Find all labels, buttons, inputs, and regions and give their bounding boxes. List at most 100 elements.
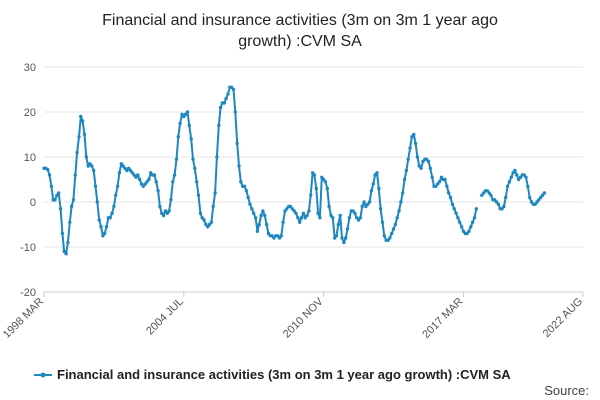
data-point[interactable] bbox=[459, 225, 464, 229]
data-point[interactable] bbox=[496, 202, 501, 206]
data-point[interactable] bbox=[158, 204, 162, 209]
data-point[interactable] bbox=[252, 211, 256, 215]
data-point[interactable] bbox=[217, 123, 221, 128]
data-point[interactable] bbox=[542, 191, 547, 195]
data-point[interactable] bbox=[163, 209, 168, 213]
data-point[interactable] bbox=[340, 236, 344, 240]
data-point[interactable] bbox=[415, 155, 420, 159]
data-point[interactable] bbox=[393, 222, 398, 227]
data-point[interactable] bbox=[426, 159, 431, 164]
data-point[interactable] bbox=[375, 171, 379, 175]
data-point[interactable] bbox=[461, 229, 466, 233]
data-point[interactable] bbox=[378, 207, 383, 211]
data-point[interactable] bbox=[229, 85, 234, 90]
data-point[interactable] bbox=[189, 137, 193, 141]
data-point[interactable] bbox=[79, 114, 83, 119]
data-point[interactable] bbox=[152, 173, 157, 177]
data-point[interactable] bbox=[279, 234, 283, 238]
data-point[interactable] bbox=[246, 195, 250, 200]
data-point[interactable] bbox=[57, 191, 61, 195]
data-point[interactable] bbox=[509, 175, 513, 179]
data-point[interactable] bbox=[114, 193, 118, 197]
data-point[interactable] bbox=[529, 200, 534, 204]
data-point[interactable] bbox=[160, 211, 164, 215]
data-point[interactable] bbox=[141, 184, 145, 188]
data-point[interactable] bbox=[395, 216, 399, 220]
data-point[interactable] bbox=[99, 225, 103, 229]
data-point[interactable] bbox=[504, 195, 508, 200]
data-point[interactable] bbox=[169, 198, 173, 202]
data-point[interactable] bbox=[402, 177, 407, 182]
data-point[interactable] bbox=[434, 184, 438, 188]
data-point[interactable] bbox=[123, 166, 127, 170]
data-point[interactable] bbox=[437, 180, 442, 184]
data-point[interactable] bbox=[261, 209, 265, 213]
data-point[interactable] bbox=[60, 231, 65, 236]
data-point[interactable] bbox=[161, 213, 166, 218]
data-point[interactable] bbox=[353, 211, 357, 215]
data-point[interactable] bbox=[360, 204, 364, 209]
data-point[interactable] bbox=[126, 166, 131, 170]
data-point[interactable] bbox=[198, 211, 203, 215]
data-point[interactable] bbox=[515, 173, 519, 177]
data-point[interactable] bbox=[494, 200, 499, 204]
data-point[interactable] bbox=[334, 234, 339, 238]
data-point[interactable] bbox=[253, 216, 258, 220]
data-point[interactable] bbox=[456, 216, 460, 220]
data-point[interactable] bbox=[47, 173, 52, 177]
data-point[interactable] bbox=[502, 204, 506, 209]
data-point[interactable] bbox=[288, 204, 293, 209]
data-point[interactable] bbox=[46, 167, 50, 172]
data-point[interactable] bbox=[285, 207, 289, 211]
data-point[interactable] bbox=[325, 186, 329, 191]
data-point[interactable] bbox=[342, 240, 346, 245]
data-point[interactable] bbox=[377, 186, 381, 191]
data-point[interactable] bbox=[97, 218, 101, 222]
data-point[interactable] bbox=[218, 105, 223, 110]
data-point[interactable] bbox=[528, 195, 532, 200]
data-point[interactable] bbox=[386, 238, 390, 242]
data-point[interactable] bbox=[537, 198, 541, 202]
data-point[interactable] bbox=[391, 227, 396, 231]
data-point[interactable] bbox=[64, 252, 68, 256]
data-point[interactable] bbox=[209, 220, 214, 224]
data-point[interactable] bbox=[117, 171, 122, 175]
data-point[interactable] bbox=[445, 184, 449, 188]
data-point[interactable] bbox=[248, 202, 252, 206]
data-point[interactable] bbox=[452, 207, 456, 211]
data-point[interactable] bbox=[443, 177, 447, 182]
data-point[interactable] bbox=[171, 180, 175, 184]
data-point[interactable] bbox=[71, 198, 76, 202]
data-point[interactable] bbox=[316, 211, 320, 215]
data-point[interactable] bbox=[121, 164, 125, 168]
data-point[interactable] bbox=[73, 173, 78, 177]
data-point[interactable] bbox=[366, 202, 370, 206]
data-point[interactable] bbox=[242, 184, 247, 188]
data-point[interactable] bbox=[138, 177, 142, 182]
data-point[interactable] bbox=[399, 200, 403, 204]
data-point[interactable] bbox=[49, 184, 54, 188]
data-point[interactable] bbox=[480, 193, 484, 197]
data-point[interactable] bbox=[103, 231, 107, 236]
data-point[interactable] bbox=[75, 150, 79, 155]
data-point[interactable] bbox=[77, 135, 81, 139]
data-point[interactable] bbox=[237, 164, 241, 168]
data-point[interactable] bbox=[250, 207, 254, 211]
data-point[interactable] bbox=[516, 177, 521, 182]
data-point[interactable] bbox=[511, 171, 515, 175]
data-point[interactable] bbox=[82, 132, 87, 137]
data-point[interactable] bbox=[485, 189, 489, 193]
data-point[interactable] bbox=[458, 220, 462, 224]
data-point[interactable] bbox=[239, 180, 243, 184]
data-point[interactable] bbox=[108, 216, 112, 220]
data-point[interactable] bbox=[401, 191, 405, 195]
data-point[interactable] bbox=[172, 173, 177, 177]
data-point[interactable] bbox=[474, 207, 478, 211]
data-point[interactable] bbox=[272, 236, 276, 240]
data-point[interactable] bbox=[380, 220, 385, 224]
data-point[interactable] bbox=[303, 216, 307, 220]
data-point[interactable] bbox=[202, 218, 206, 222]
data-point[interactable] bbox=[390, 231, 394, 236]
data-point[interactable] bbox=[382, 234, 386, 238]
data-point[interactable] bbox=[69, 204, 74, 209]
